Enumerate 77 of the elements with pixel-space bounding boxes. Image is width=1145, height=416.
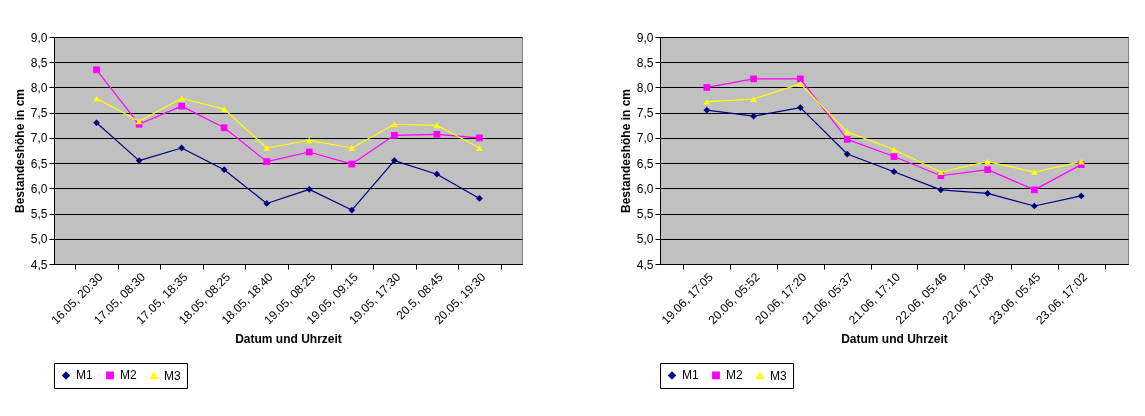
y-tick-label: 6,5 — [636, 156, 654, 171]
point — [797, 81, 804, 87]
point — [890, 146, 898, 153]
y-tick-label: 7,0 — [30, 131, 48, 146]
point — [263, 200, 271, 207]
point — [178, 144, 185, 152]
point — [1031, 169, 1038, 176]
point — [984, 166, 991, 174]
point — [1031, 186, 1038, 194]
point — [305, 185, 313, 193]
point — [750, 96, 757, 102]
point — [433, 131, 441, 138]
legend-label: M1 — [682, 368, 699, 383]
y-tick-label: 6,0 — [636, 181, 654, 196]
point — [890, 168, 898, 176]
y-axis-title: Bestandeshöhe in cm — [618, 88, 633, 214]
point — [797, 75, 804, 83]
point — [797, 104, 804, 111]
y-tick-label: 5,0 — [30, 232, 48, 247]
point — [220, 124, 228, 132]
point — [391, 121, 398, 128]
y-tick-label: 7,5 — [636, 106, 654, 121]
y-tick-label: 8,0 — [636, 80, 654, 95]
point — [476, 134, 483, 142]
legend-label: M2 — [120, 368, 137, 383]
point — [305, 148, 313, 156]
point — [750, 112, 757, 120]
y-tick-label: 4,5 — [30, 257, 48, 272]
point — [984, 190, 991, 197]
point — [476, 145, 483, 151]
point — [1077, 192, 1085, 200]
point — [93, 119, 100, 127]
point — [890, 153, 898, 160]
y-tick-label: 9,0 — [636, 30, 654, 45]
point — [476, 195, 483, 202]
y-tick-label: 8,5 — [636, 55, 654, 70]
point — [135, 157, 143, 164]
legend-label: M1 — [76, 368, 93, 383]
y-tick-label: 5,5 — [636, 207, 654, 222]
point — [220, 166, 228, 174]
y-tick-label: 6,0 — [30, 181, 48, 196]
y-tick-label: 5,5 — [30, 207, 48, 222]
point — [263, 145, 271, 151]
point — [843, 150, 851, 158]
point — [433, 170, 441, 178]
x-axis-title: Datum und Uhrzeit — [841, 332, 948, 347]
legend-label: M2 — [726, 368, 743, 383]
point — [220, 106, 228, 113]
point — [348, 206, 356, 214]
point — [843, 136, 851, 143]
y-tick-label: 8,5 — [30, 55, 48, 70]
x-axis-title: Datum und Uhrzeit — [235, 332, 342, 347]
y-tick-label: 7,5 — [30, 106, 48, 121]
legend-label: M3 — [770, 368, 787, 383]
y-axis-title: Bestandeshöhe in cm — [12, 88, 27, 214]
point — [178, 102, 185, 110]
y-tick-label: 8,0 — [30, 80, 48, 95]
y-tick-label: 7,0 — [636, 131, 654, 146]
legend-label: M3 — [164, 368, 181, 383]
point — [93, 66, 100, 74]
point — [433, 122, 441, 129]
point — [348, 160, 356, 168]
y-tick-label: 5,0 — [636, 232, 654, 247]
y-tick-label: 9,0 — [30, 30, 48, 45]
y-tick-label: 4,5 — [636, 257, 654, 272]
point — [937, 186, 945, 194]
point — [348, 145, 356, 151]
point — [984, 158, 991, 165]
point — [391, 132, 398, 139]
point — [391, 157, 398, 164]
point — [750, 75, 757, 83]
point — [937, 169, 945, 176]
y-tick-label: 6,5 — [30, 156, 48, 171]
point — [703, 106, 711, 114]
point — [843, 128, 851, 135]
point — [263, 158, 271, 165]
point — [703, 84, 711, 91]
